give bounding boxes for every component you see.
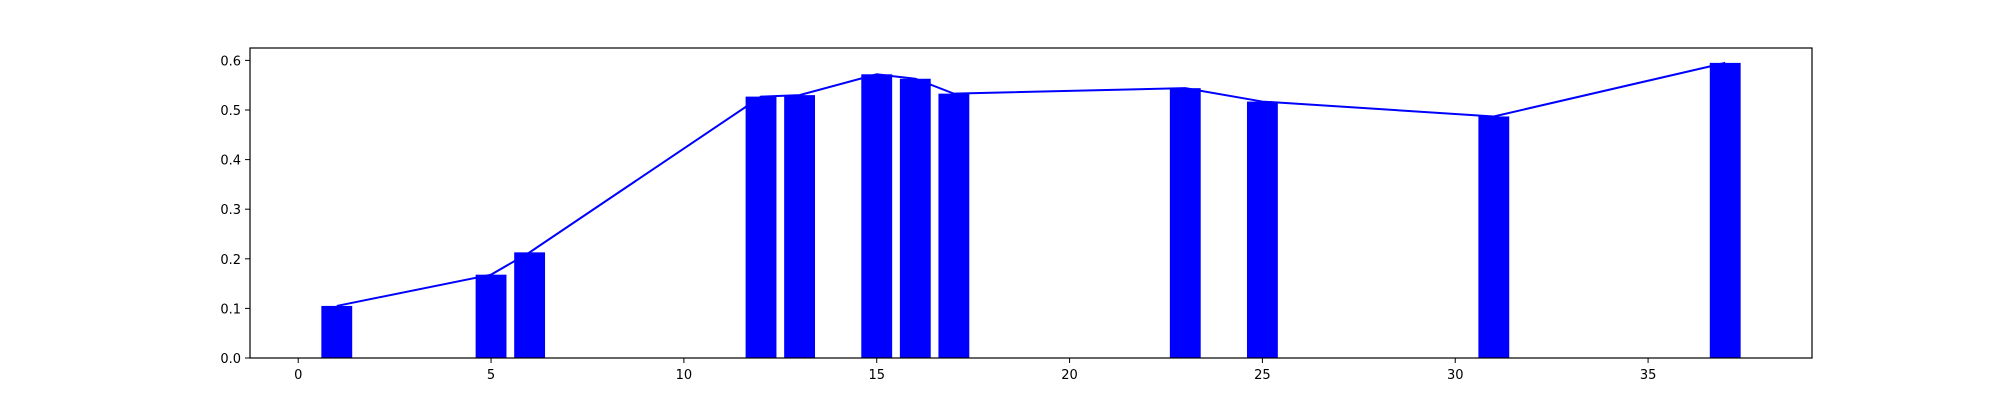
x-tick-label: 30: [1447, 368, 1464, 383]
y-tick-label: 0.0: [220, 352, 241, 367]
x-tick-label: 35: [1640, 368, 1657, 383]
bar: [475, 274, 507, 358]
plot-frame: [249, 47, 1813, 359]
bar: [1246, 101, 1278, 359]
y-tick-label: 0.6: [220, 54, 241, 69]
y-tick-label: 0.4: [220, 154, 241, 169]
bar: [899, 78, 931, 358]
bar: [514, 252, 546, 358]
bar: [321, 305, 353, 358]
bar: [938, 93, 970, 358]
x-tick-label: 5: [487, 368, 495, 383]
bar: [1709, 62, 1741, 358]
x-tick-label: 10: [676, 368, 693, 383]
x-tick-label: 0: [294, 368, 302, 383]
series-line: [336, 61, 1726, 307]
x-tick-label: 25: [1254, 368, 1271, 383]
y-tick-label: 0.5: [220, 104, 241, 119]
y-tick-label: 0.2: [220, 253, 241, 268]
bar: [861, 74, 893, 359]
y-tick-label: 0.3: [220, 203, 241, 218]
bar: [1169, 88, 1201, 359]
y-tick-label: 0.1: [220, 302, 241, 317]
bar: [1478, 116, 1510, 358]
x-tick-label: 15: [868, 368, 885, 383]
x-tick-label: 20: [1061, 368, 1078, 383]
bar: [784, 95, 816, 359]
bar: [745, 96, 777, 358]
